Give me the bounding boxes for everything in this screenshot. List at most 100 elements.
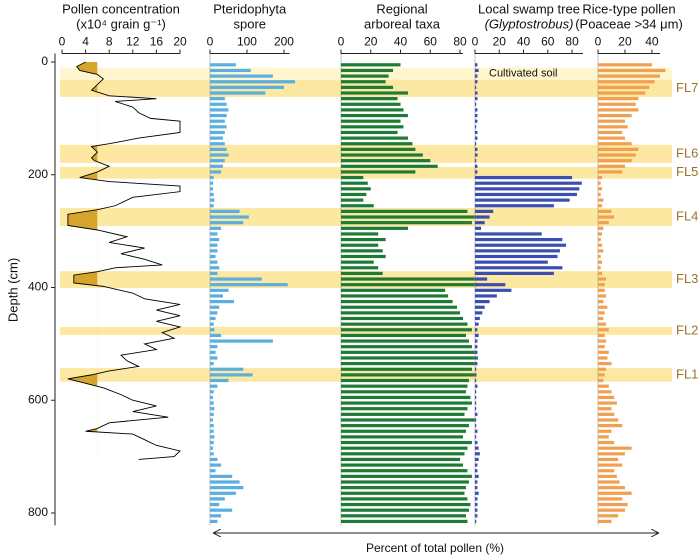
x-axis-label: Percent of total pollen (%) bbox=[366, 541, 504, 555]
bar bbox=[475, 204, 554, 208]
bar bbox=[341, 401, 472, 405]
bar bbox=[210, 384, 218, 388]
bar bbox=[210, 345, 218, 349]
bar bbox=[475, 373, 477, 377]
bar bbox=[598, 316, 604, 321]
bar bbox=[475, 91, 478, 95]
bar bbox=[210, 480, 240, 484]
bar bbox=[341, 91, 408, 95]
bar bbox=[210, 136, 223, 140]
bar bbox=[598, 390, 612, 394]
bar bbox=[210, 429, 214, 433]
bar bbox=[210, 514, 222, 518]
bar bbox=[475, 85, 477, 89]
bar bbox=[341, 181, 368, 185]
bar bbox=[598, 457, 619, 462]
bar bbox=[475, 260, 548, 264]
bar bbox=[341, 395, 471, 400]
bar bbox=[598, 395, 615, 400]
bar bbox=[598, 153, 636, 157]
bar bbox=[341, 125, 404, 129]
bar bbox=[210, 130, 225, 135]
marks bbox=[67, 53, 666, 526]
bar bbox=[598, 249, 604, 253]
bar bbox=[598, 63, 652, 67]
bar bbox=[341, 97, 398, 101]
bar bbox=[598, 283, 605, 287]
bar bbox=[341, 362, 475, 366]
bar bbox=[598, 221, 609, 225]
bar bbox=[210, 260, 218, 264]
bar bbox=[475, 192, 577, 197]
bar bbox=[210, 266, 220, 270]
bar bbox=[475, 237, 563, 242]
bar bbox=[341, 339, 469, 343]
bar bbox=[475, 429, 478, 433]
x-tick-label: 0 bbox=[595, 35, 602, 49]
bar bbox=[475, 350, 478, 354]
x-tick-label: 20 bbox=[364, 35, 378, 49]
x-tick-label: 4 bbox=[82, 35, 89, 49]
bar bbox=[598, 130, 623, 135]
bar bbox=[210, 502, 220, 507]
bar bbox=[341, 192, 367, 197]
bar bbox=[475, 339, 478, 343]
bar bbox=[341, 345, 472, 349]
bar bbox=[475, 288, 512, 292]
bar bbox=[598, 305, 608, 309]
bar bbox=[210, 125, 227, 129]
bar bbox=[341, 187, 371, 191]
x-tick-label: 200 bbox=[274, 35, 294, 49]
bar bbox=[341, 333, 466, 338]
bar bbox=[341, 429, 466, 433]
concentration-line bbox=[67, 61, 182, 460]
bar bbox=[475, 80, 478, 84]
bar bbox=[210, 181, 213, 185]
bar bbox=[598, 362, 612, 366]
bar bbox=[341, 316, 463, 321]
bar bbox=[598, 198, 604, 202]
bar bbox=[475, 474, 479, 478]
bar bbox=[598, 345, 605, 349]
zone-label: FL2 bbox=[676, 322, 698, 337]
bar bbox=[598, 373, 605, 377]
bar bbox=[598, 440, 615, 445]
bar bbox=[341, 435, 463, 439]
bar bbox=[210, 237, 220, 242]
bar bbox=[210, 491, 236, 495]
x-tick-label: 40 bbox=[517, 35, 531, 49]
y-tick-label: 600 bbox=[28, 392, 48, 406]
bar bbox=[210, 91, 266, 95]
bar bbox=[598, 125, 628, 129]
bar bbox=[210, 311, 218, 315]
bar bbox=[598, 333, 605, 338]
bar bbox=[598, 113, 632, 118]
bar bbox=[598, 243, 603, 247]
bar bbox=[210, 170, 222, 174]
bar bbox=[475, 469, 478, 473]
x-tick-label: 12 bbox=[126, 35, 140, 49]
x-tick-label: 16 bbox=[150, 35, 164, 49]
bar bbox=[341, 457, 461, 462]
bar bbox=[475, 232, 542, 236]
bar bbox=[598, 452, 625, 456]
bar bbox=[210, 474, 233, 478]
bar bbox=[341, 221, 472, 225]
bar bbox=[210, 175, 214, 180]
zone-label: FL5 bbox=[676, 164, 698, 179]
panel-title: Pteridophyta bbox=[213, 1, 287, 16]
bar bbox=[341, 469, 468, 473]
bar bbox=[210, 142, 225, 146]
bar bbox=[475, 502, 478, 507]
bar bbox=[598, 407, 612, 411]
bar bbox=[598, 97, 639, 101]
panel-title: spore bbox=[233, 16, 266, 31]
bar bbox=[598, 271, 603, 276]
bar bbox=[210, 68, 251, 73]
bar bbox=[598, 68, 666, 73]
panel-title: Rice-type pollen bbox=[582, 1, 675, 16]
bar bbox=[598, 424, 623, 428]
bar bbox=[210, 119, 225, 123]
zone-label: FL4 bbox=[676, 208, 698, 223]
bar bbox=[598, 469, 615, 473]
